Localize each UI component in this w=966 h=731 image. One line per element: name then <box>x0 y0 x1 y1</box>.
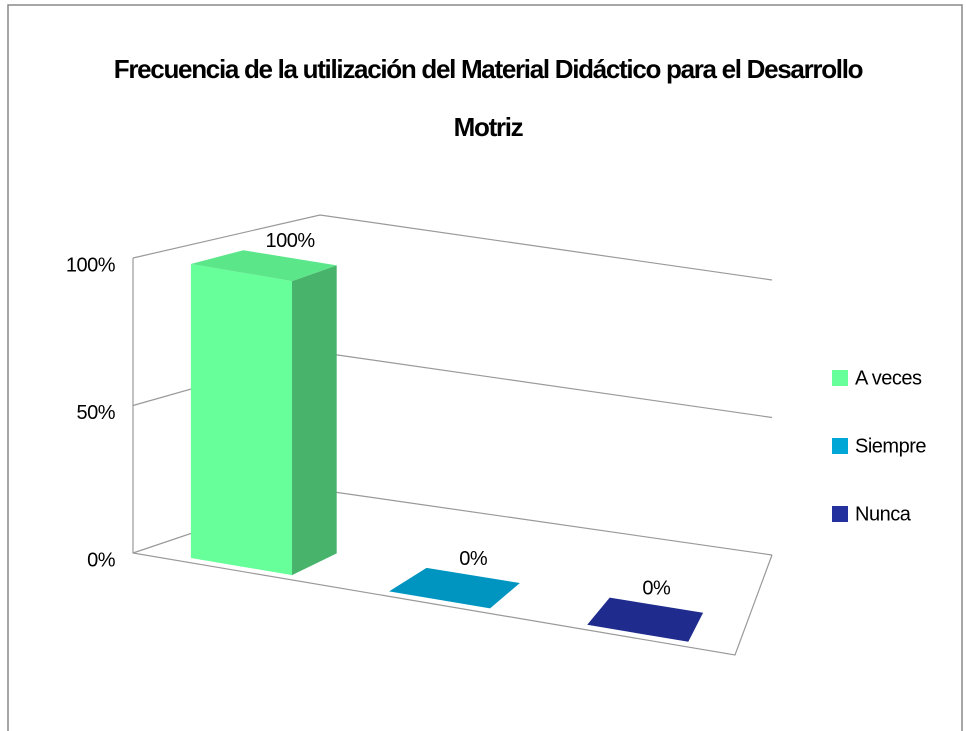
legend-label: A veces <box>855 367 922 389</box>
legend-label: Siempre <box>855 435 926 457</box>
y-tick-label: 50% <box>76 402 115 424</box>
grid-line <box>132 214 773 281</box>
value-label: 0% <box>459 548 488 570</box>
bar-top <box>190 250 337 282</box>
legend-label: Nunca <box>855 503 912 525</box>
legend-swatch <box>832 506 848 522</box>
y-tick-label: 100% <box>66 254 116 276</box>
chart-border <box>7 4 963 731</box>
y-tick-label: 0% <box>87 549 116 571</box>
bar-top <box>389 567 520 609</box>
bar-side <box>292 265 337 576</box>
legend-swatch <box>832 438 848 454</box>
legend-swatch <box>832 370 848 386</box>
bar-front <box>190 264 292 576</box>
bar-top <box>587 597 704 642</box>
chart-title: Frecuencia de la utilización del Materia… <box>113 54 864 142</box>
value-label: 100% <box>265 230 315 252</box>
value-label: 0% <box>642 577 671 599</box>
